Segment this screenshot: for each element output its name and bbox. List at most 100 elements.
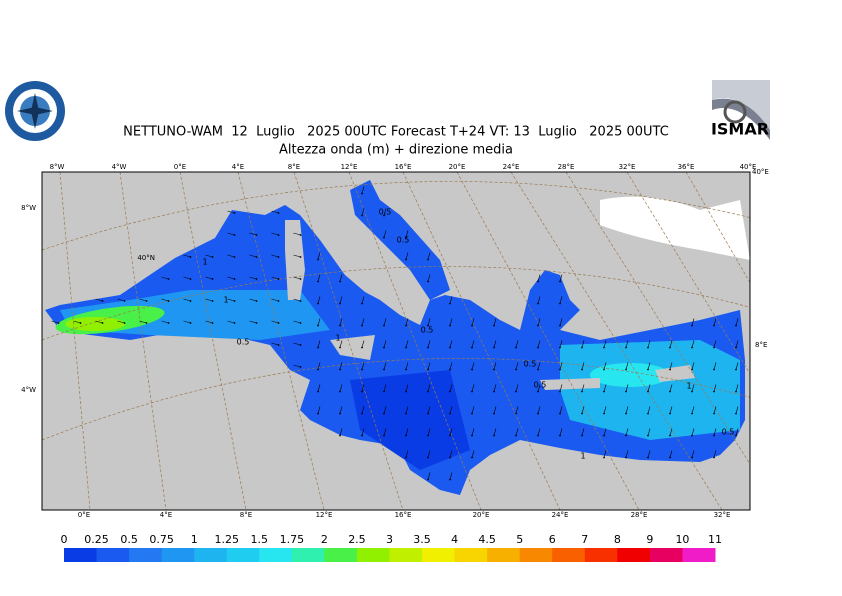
arrow-head bbox=[647, 456, 649, 459]
wave-arrow bbox=[405, 252, 409, 260]
arrow-head bbox=[449, 478, 451, 481]
arrow-head bbox=[299, 256, 302, 258]
arrow-head bbox=[255, 256, 258, 258]
wave-arrow bbox=[691, 384, 695, 392]
wave-arrow bbox=[735, 406, 739, 414]
wave-arrow bbox=[361, 340, 365, 348]
arrow-head bbox=[449, 302, 451, 305]
wave-arrow bbox=[647, 340, 651, 348]
arrow-head bbox=[735, 390, 737, 393]
arrow-head bbox=[713, 412, 715, 415]
black-sea bbox=[600, 196, 750, 260]
arrow-head bbox=[669, 368, 671, 371]
arrow-head bbox=[449, 456, 451, 459]
colorbar-label: 11 bbox=[708, 533, 722, 546]
arrow-head bbox=[471, 456, 473, 459]
arrow-head bbox=[317, 302, 319, 305]
arrow-head bbox=[559, 434, 561, 437]
arrow-head bbox=[625, 434, 627, 437]
wave-arrow bbox=[427, 274, 431, 282]
arrow-head bbox=[299, 300, 302, 302]
wave-arrow bbox=[271, 298, 279, 302]
wave-arrow bbox=[139, 298, 147, 302]
wave-arrow bbox=[603, 384, 607, 392]
arrow-head bbox=[691, 456, 693, 459]
wave-arrow bbox=[227, 232, 235, 236]
wave-arrow bbox=[249, 320, 257, 324]
lon-label: 36°E bbox=[678, 163, 695, 171]
arrow-head bbox=[735, 346, 737, 349]
island bbox=[540, 378, 600, 390]
arrow-head bbox=[537, 412, 539, 415]
wave-arrow bbox=[339, 296, 343, 304]
wave-arrow bbox=[317, 318, 321, 326]
wave-arrow bbox=[383, 384, 387, 392]
wave-arrow bbox=[383, 208, 387, 216]
wave-arrow bbox=[735, 362, 739, 370]
arrow-head bbox=[233, 300, 236, 302]
arrow-head bbox=[713, 390, 715, 393]
wave-arrow bbox=[293, 342, 301, 346]
lon-label: 24°E bbox=[503, 163, 520, 171]
arrow-head bbox=[405, 412, 407, 415]
wave-arrow bbox=[339, 362, 343, 370]
contour-label: 0.5 bbox=[237, 338, 250, 347]
colorbar-swatch bbox=[324, 548, 358, 562]
arrow-head bbox=[189, 300, 192, 302]
colorbar-swatch bbox=[291, 548, 325, 562]
arrow-head bbox=[669, 456, 671, 459]
arrow-head bbox=[339, 324, 341, 327]
arrow-head bbox=[339, 368, 341, 371]
arrow-head bbox=[471, 324, 473, 327]
wave-arrow bbox=[471, 362, 475, 370]
arrow-head bbox=[339, 390, 341, 393]
arrow-head bbox=[669, 390, 671, 393]
lon-label: 20°E bbox=[473, 511, 490, 519]
arrow-head bbox=[603, 456, 605, 459]
arrow-head bbox=[317, 324, 319, 327]
arrow-head bbox=[647, 412, 649, 415]
lon-label: 12°E bbox=[341, 163, 358, 171]
colorbar-swatch bbox=[356, 548, 390, 562]
arrow-head bbox=[493, 434, 495, 437]
arrow-head bbox=[277, 300, 280, 302]
arrow-head bbox=[339, 346, 341, 349]
wave-arrow bbox=[249, 298, 257, 302]
colorbar-label: 2 bbox=[321, 533, 328, 546]
arrow-head bbox=[559, 302, 561, 305]
colorbar-label: 1.75 bbox=[280, 533, 305, 546]
wave-arrow bbox=[383, 362, 387, 370]
lat-label: 8°W bbox=[21, 204, 36, 212]
wave-arrow bbox=[691, 450, 695, 458]
arrow-head bbox=[383, 412, 385, 415]
wave-arrow bbox=[515, 384, 519, 392]
wave-arrow bbox=[515, 428, 519, 436]
contour-label: 1 bbox=[686, 382, 691, 391]
arrow-head bbox=[537, 434, 539, 437]
arrow-head bbox=[735, 434, 737, 437]
wave-arrow bbox=[537, 274, 541, 282]
arrow-head bbox=[559, 280, 561, 283]
wave-arrow bbox=[95, 298, 103, 302]
contour-label: 1 bbox=[223, 296, 228, 305]
arrow-head bbox=[691, 324, 693, 327]
wave-arrow bbox=[669, 428, 673, 436]
wave-arrow bbox=[205, 276, 213, 280]
wave-arrow bbox=[449, 428, 453, 436]
arrow-head bbox=[449, 434, 451, 437]
colorbar-label: 1.25 bbox=[215, 533, 240, 546]
arrow-head bbox=[625, 346, 627, 349]
arrow-head bbox=[101, 322, 104, 324]
arrow-head bbox=[581, 346, 583, 349]
arrow-head bbox=[537, 368, 539, 371]
logo-text: ISMAR bbox=[711, 120, 769, 139]
island bbox=[285, 220, 305, 300]
wave-arrow bbox=[537, 428, 541, 436]
wave-arrow bbox=[449, 296, 453, 304]
arrow-head bbox=[537, 302, 539, 305]
arrow-head bbox=[255, 322, 258, 324]
arrow-head bbox=[427, 346, 429, 349]
wave-arrow bbox=[471, 318, 475, 326]
arrow-head bbox=[233, 322, 236, 324]
lat-label: 40°E bbox=[752, 168, 769, 176]
